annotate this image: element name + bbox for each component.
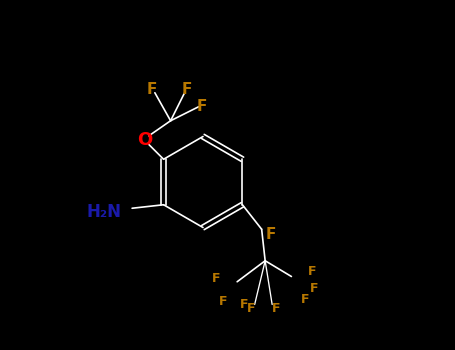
- Text: F: F: [301, 293, 310, 306]
- Text: H₂N: H₂N: [86, 203, 121, 221]
- Text: F: F: [212, 272, 220, 285]
- Text: F: F: [219, 294, 228, 308]
- Text: O: O: [136, 131, 152, 149]
- Text: F: F: [271, 301, 280, 315]
- Text: F: F: [265, 227, 276, 242]
- Text: F: F: [247, 301, 255, 315]
- Text: F: F: [308, 265, 317, 278]
- Text: F: F: [146, 82, 157, 97]
- Text: F: F: [240, 298, 248, 311]
- Text: F: F: [310, 282, 318, 295]
- Text: F: F: [181, 82, 192, 97]
- Text: F: F: [197, 99, 207, 114]
